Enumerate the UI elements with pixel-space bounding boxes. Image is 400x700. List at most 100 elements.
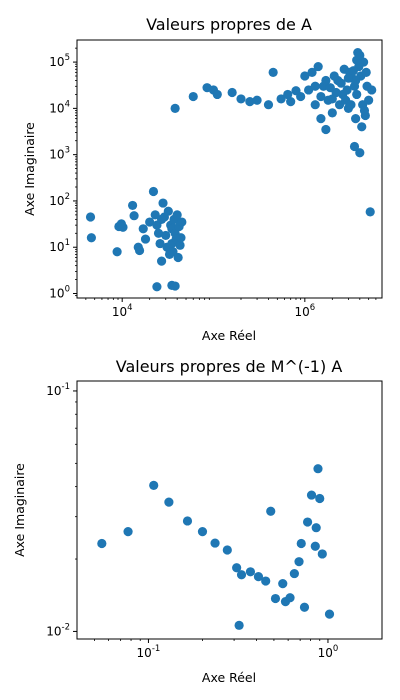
data-point xyxy=(355,50,365,60)
data-point xyxy=(311,523,321,533)
data-point xyxy=(310,541,320,551)
y-tick-label: 10-2 xyxy=(46,622,70,638)
data-point xyxy=(286,97,296,107)
data-point xyxy=(227,87,237,98)
data-point xyxy=(112,247,122,257)
data-point xyxy=(138,224,148,234)
data-point xyxy=(150,210,160,220)
x-tick-label: 10-1 xyxy=(137,644,161,660)
plot-frame xyxy=(76,39,383,299)
data-point xyxy=(367,85,377,95)
data-point xyxy=(359,105,370,116)
data-point xyxy=(349,141,360,152)
data-point xyxy=(163,206,173,216)
data-point xyxy=(236,94,246,104)
data-points xyxy=(97,464,335,630)
data-point xyxy=(123,527,133,537)
data-point xyxy=(291,86,301,96)
data-point xyxy=(153,228,164,238)
data-point xyxy=(156,256,167,266)
data-point xyxy=(129,211,139,221)
data-point xyxy=(245,567,256,577)
data-point xyxy=(316,91,326,102)
data-point xyxy=(118,222,128,232)
y-tick-label: 104 xyxy=(49,99,70,115)
data-point xyxy=(149,480,159,490)
data-point xyxy=(148,186,159,197)
data-point xyxy=(134,245,145,256)
data-point xyxy=(212,89,222,100)
x-axis-label: Axe Réel xyxy=(202,328,256,343)
data-point xyxy=(285,593,295,603)
data-point xyxy=(357,122,367,132)
y-tick-label: 101 xyxy=(49,238,70,254)
y-tick-label: 102 xyxy=(49,192,70,208)
data-point xyxy=(170,281,180,291)
y-tick-label: 105 xyxy=(49,53,70,69)
data-point xyxy=(161,230,171,241)
data-point xyxy=(351,114,361,124)
data-point xyxy=(197,527,208,537)
x-tick-label: 104 xyxy=(112,303,133,319)
data-point xyxy=(145,217,155,227)
data-point xyxy=(222,545,232,555)
data-point xyxy=(329,71,339,81)
data-point xyxy=(97,538,107,549)
data-point xyxy=(188,91,198,102)
data-point xyxy=(365,207,375,217)
data-point xyxy=(325,83,335,93)
axis-ticks: 104 106 100 101 102 103 104 105 xyxy=(49,47,377,319)
data-point xyxy=(158,198,168,208)
data-point xyxy=(140,234,151,244)
y-tick-label: 103 xyxy=(49,146,70,162)
data-point xyxy=(317,549,327,559)
data-point xyxy=(86,233,96,243)
x-axis-label: Axe Réel xyxy=(202,670,256,685)
data-point xyxy=(236,570,247,580)
data-point xyxy=(266,506,276,516)
chart-eigenvalues-MinvA: Valeurs propres de M^(-1) A 10-1 10010-21… xyxy=(12,357,383,685)
data-point xyxy=(313,61,323,72)
data-point xyxy=(324,609,335,619)
data-point xyxy=(252,95,262,105)
data-point xyxy=(321,124,331,135)
data-point xyxy=(327,94,337,104)
data-point xyxy=(261,576,271,586)
data-point xyxy=(336,78,346,88)
data-point xyxy=(300,71,310,81)
data-point xyxy=(315,493,325,504)
data-point xyxy=(177,217,187,227)
data-point xyxy=(232,563,242,573)
data-point xyxy=(155,238,165,249)
data-point xyxy=(346,100,356,110)
data-point xyxy=(348,66,358,76)
data-point xyxy=(302,517,313,527)
data-points xyxy=(85,48,377,292)
data-point xyxy=(307,67,317,77)
data-point xyxy=(352,89,362,100)
data-point xyxy=(306,490,317,500)
chart-eigenvalues-A: Valeurs propres de A 104 1061001011021031… xyxy=(22,15,383,343)
data-point xyxy=(278,579,288,589)
data-point xyxy=(310,100,320,110)
data-point xyxy=(342,85,352,95)
y-tick-label: 10-1 xyxy=(46,382,70,398)
axis-ticks: 10-1 100 10-2 10-1 xyxy=(46,382,338,660)
data-point xyxy=(127,200,138,211)
data-point xyxy=(172,210,182,220)
data-point xyxy=(276,94,286,104)
plot-frame xyxy=(76,380,383,640)
x-tick-label: 106 xyxy=(294,303,315,319)
data-point xyxy=(176,233,186,243)
data-point xyxy=(355,148,365,158)
data-point xyxy=(296,538,306,549)
data-point xyxy=(152,282,162,292)
data-point xyxy=(156,214,167,224)
data-point xyxy=(364,95,374,105)
y-axis-label: Axe Imaginaire xyxy=(22,122,37,216)
data-point xyxy=(85,212,96,222)
data-point xyxy=(210,538,220,548)
data-point xyxy=(182,516,193,526)
data-point xyxy=(310,81,320,91)
